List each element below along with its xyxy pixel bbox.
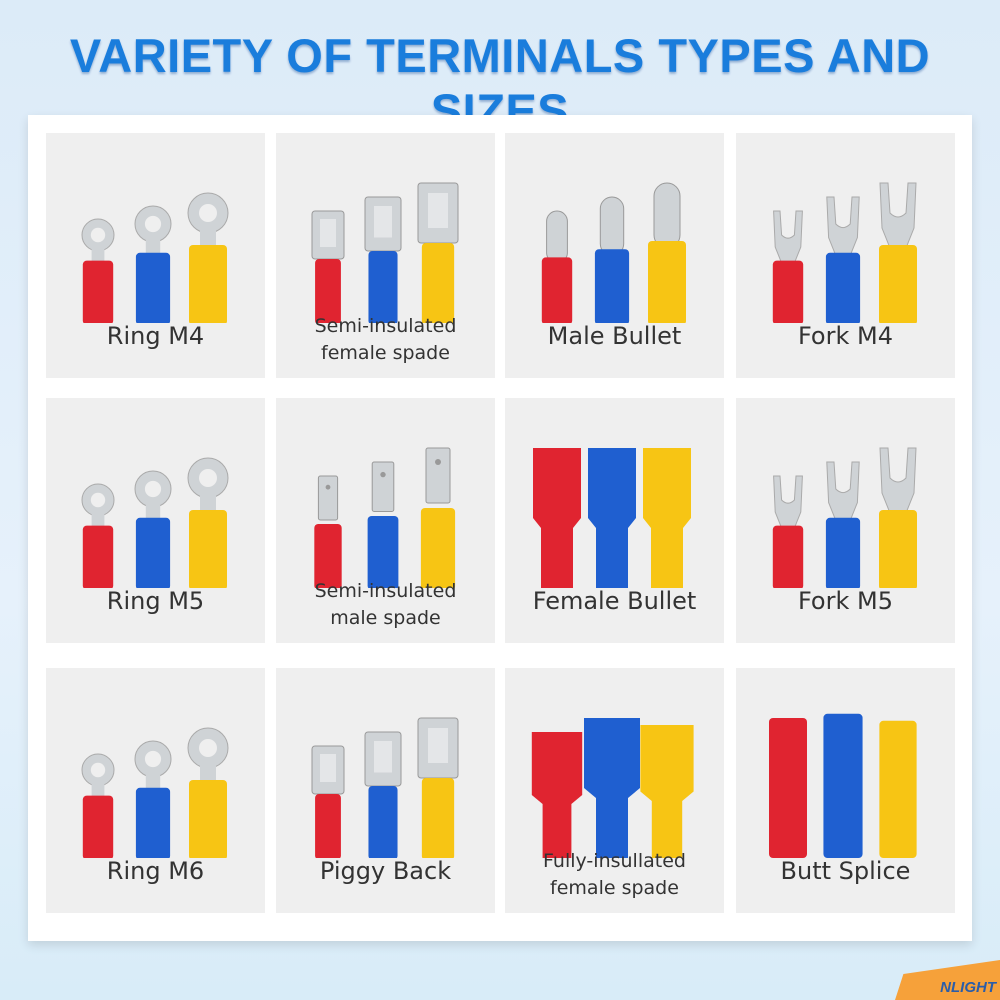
terminal-label: Female Bullet	[532, 587, 697, 615]
terminal-label: Ring M4	[106, 322, 205, 350]
terminal-cell-ring-m6: Ring M6	[46, 668, 265, 913]
ring-terminal-image	[81, 192, 229, 323]
terminal-cell-male-bullet: Male Bullet	[505, 133, 724, 378]
terminal-label: Male Bullet	[547, 322, 682, 350]
ring-terminal-image	[81, 457, 229, 588]
terminal-cell-semi-insulated-female-spade: Semi-insulated female spade	[276, 133, 495, 378]
ring-terminal-image	[81, 727, 229, 858]
terminal-label: Piggy Back	[319, 857, 452, 885]
terminal-cell-fork-m5: Fork M5	[736, 398, 955, 643]
male-bullet-terminal-image	[541, 182, 686, 323]
terminal-label: Fork M5	[797, 587, 893, 615]
terminal-cell-piggy-back: Piggy Back	[276, 668, 495, 913]
full-spade-terminal-image	[531, 718, 694, 858]
terminal-label: Ring M6	[106, 857, 205, 885]
terminal-cell-fully-insullated-female-spade: Fully-insullated female spade	[505, 668, 724, 913]
female-bullet-terminal-image	[533, 448, 691, 588]
terminal-cell-butt-splice: Butt Splice	[736, 668, 955, 913]
fork-terminal-image	[772, 182, 917, 323]
terminal-cell-ring-m5: Ring M5	[46, 398, 265, 643]
terminal-label: Butt Splice	[780, 857, 911, 885]
terminal-cell-fork-m4: Fork M4	[736, 133, 955, 378]
female-spade-terminal-image	[311, 182, 459, 323]
terminal-label: Fully-insullated female spade	[543, 850, 686, 899]
terminal-grid: Ring M4 Semi-insulated female spade Male Bu…	[28, 115, 972, 941]
brand-logo: NLIGHT	[895, 960, 1000, 1000]
piggy-back-terminal-image	[311, 717, 459, 858]
butt-splice-terminal-image	[769, 713, 917, 858]
male-spade-terminal-image	[314, 447, 456, 588]
terminal-label: Semi-insulated female spade	[314, 315, 457, 364]
page-title: VARIETY OF TERMINALS TYPES AND SIZES	[69, 29, 931, 137]
terminal-label: Ring M5	[106, 587, 205, 615]
terminal-cell-semi-insulated-male-spade: Semi-insulated male spade	[276, 398, 495, 643]
fork-terminal-image	[772, 447, 917, 588]
terminal-cell-female-bullet: Female Bullet	[505, 398, 724, 643]
terminal-label: Semi-insulated male spade	[314, 580, 457, 629]
terminal-cell-ring-m4: Ring M4	[46, 133, 265, 378]
logo-text: NLIGHT	[940, 979, 996, 996]
terminal-label: Fork M4	[797, 322, 893, 350]
